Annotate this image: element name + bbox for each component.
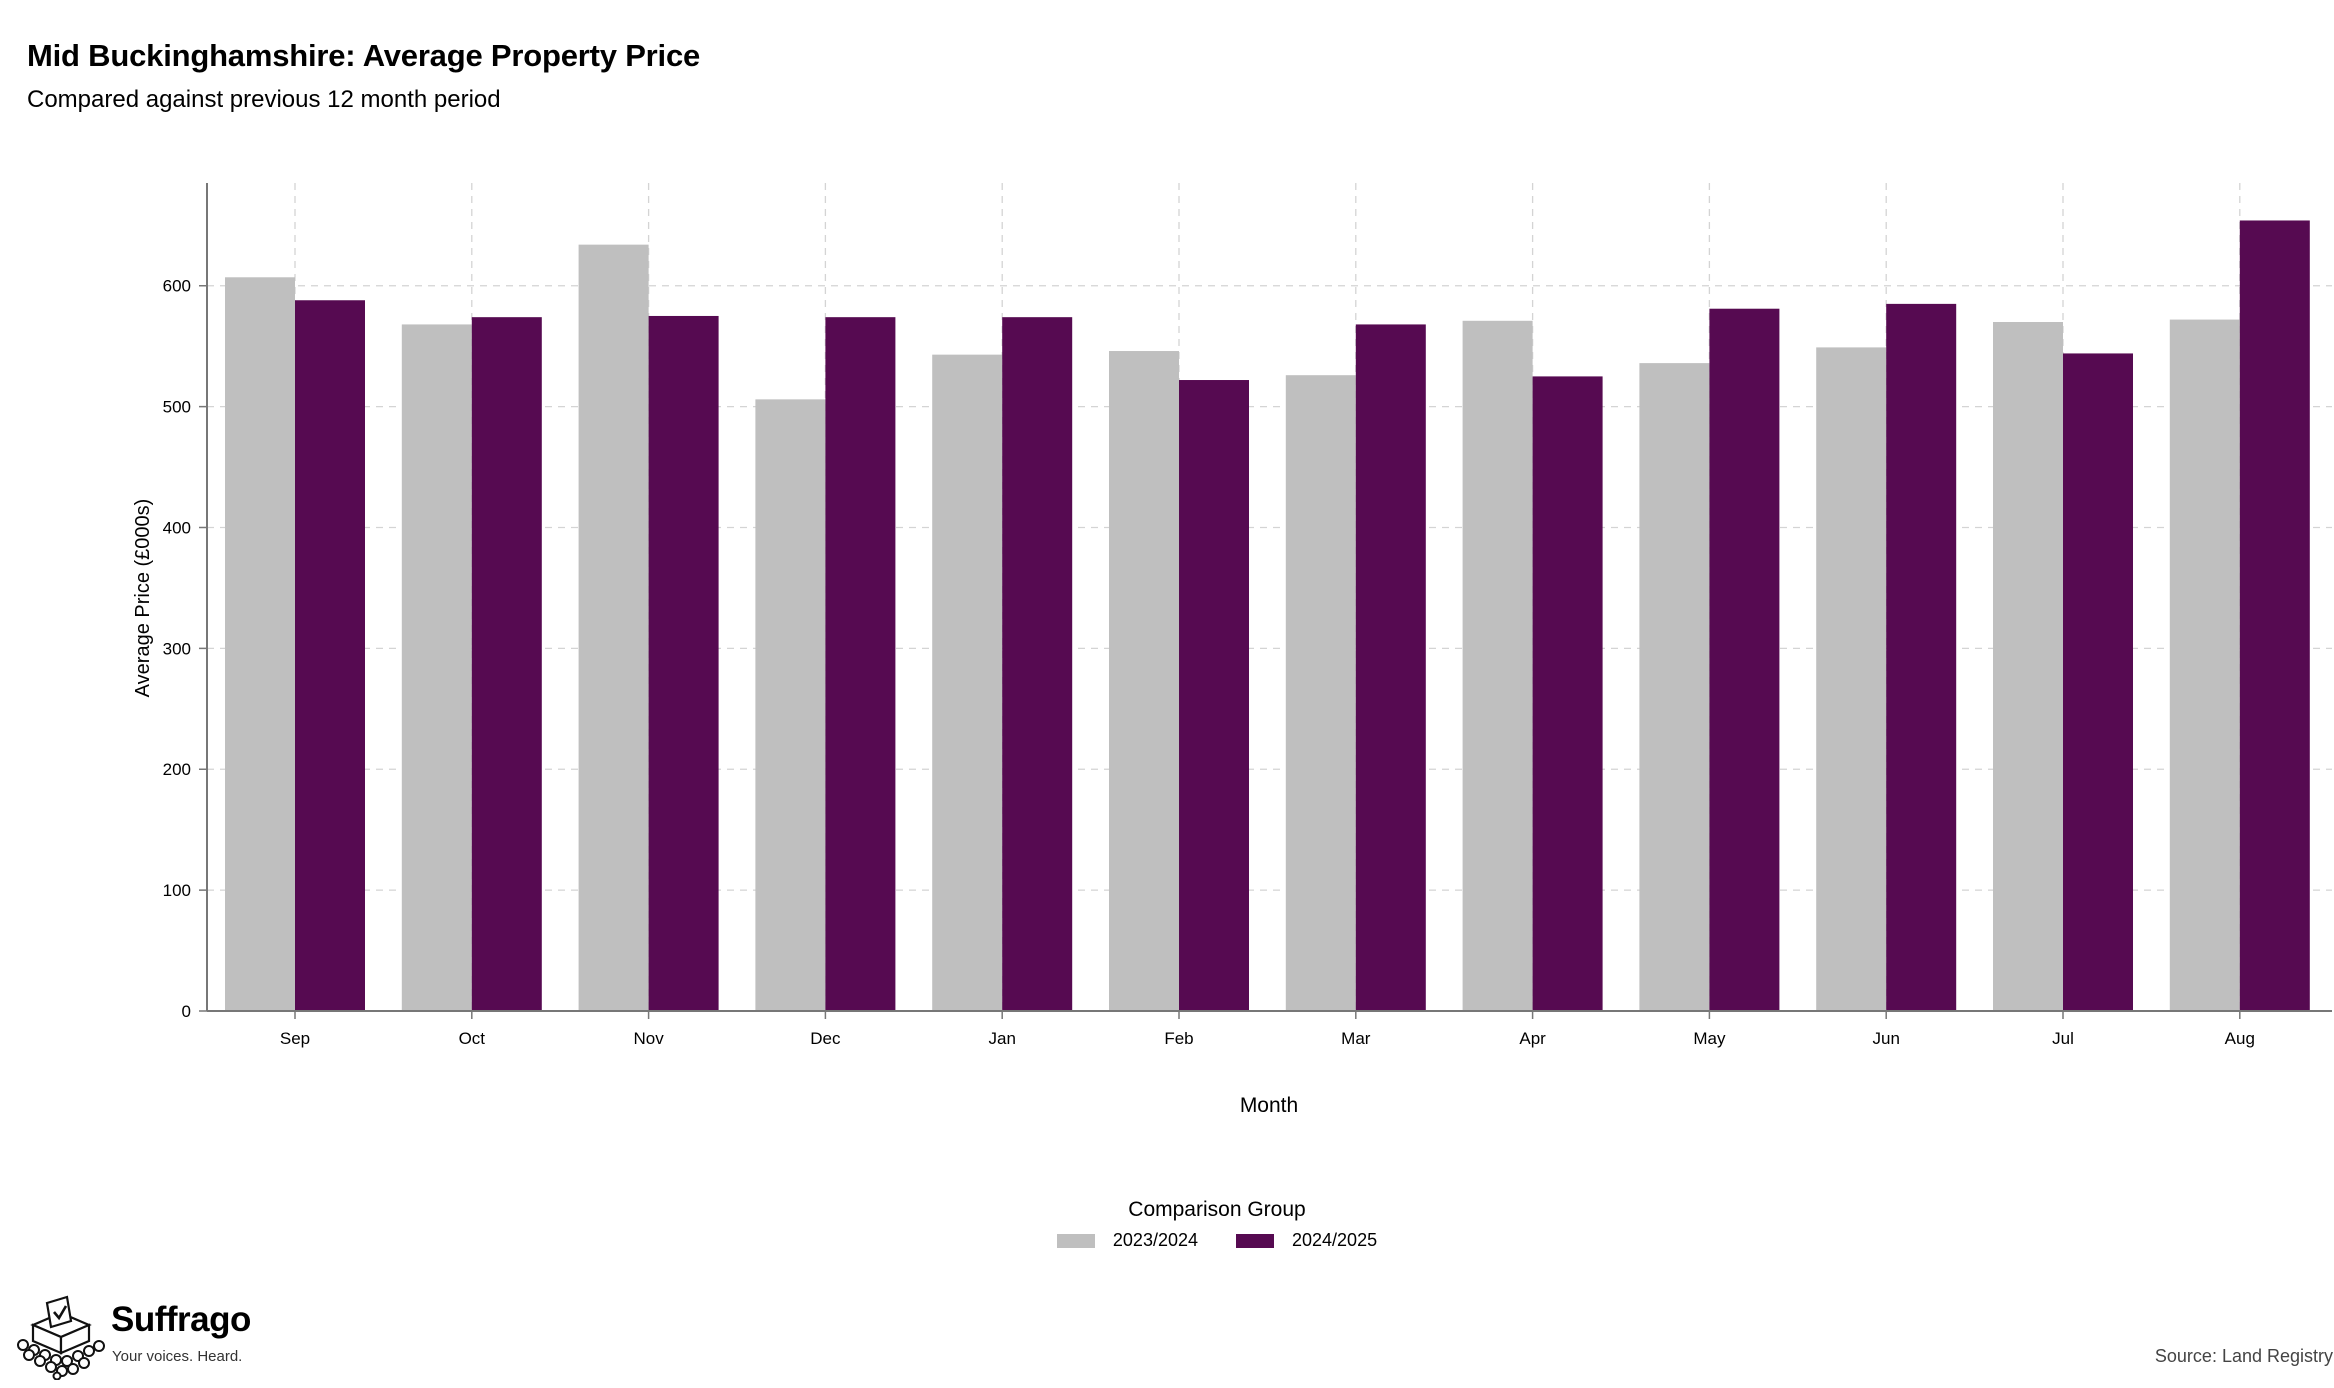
bar-2023-2024-jan xyxy=(932,354,1003,1011)
bar-2024-2025-feb xyxy=(1179,380,1249,1012)
bar-2024-2025-aug xyxy=(2239,220,2310,1011)
axes xyxy=(206,183,2332,1012)
bar-2024-2025-may xyxy=(1709,308,1780,1011)
bar-2023-2024-feb xyxy=(1109,351,1179,1011)
x-tick-label: Feb xyxy=(1164,1029,1193,1048)
x-tick-label: Apr xyxy=(1519,1029,1546,1048)
bar-2024-2025-jul xyxy=(2063,353,2133,1011)
chart-title: Mid Buckinghamshire: Average Property Pr… xyxy=(27,38,701,73)
bar-2023-2024-jun xyxy=(1816,347,1887,1011)
bar-2024-2025-apr xyxy=(1532,376,1603,1011)
y-tick-label: 400 xyxy=(163,518,191,537)
y-tick-label: 500 xyxy=(163,398,191,417)
bar-2024-2025-oct xyxy=(471,317,542,1012)
bar-2023-2024-nov xyxy=(578,244,649,1011)
legend-item-2023-2024: 2023/2024 xyxy=(1056,1230,1198,1251)
bar-2023-2024-jul xyxy=(1993,322,2063,1011)
brand-name: Suffrago xyxy=(111,1300,251,1339)
legend-item-2024-2025: 2024/2025 xyxy=(1236,1230,1377,1251)
bar-2024-2025-mar xyxy=(1355,324,1426,1011)
x-tick-label: Sep xyxy=(280,1029,310,1048)
x-tick-label: Aug xyxy=(2225,1029,2255,1048)
legend-items: 2023/2024 2024/2025 xyxy=(100,1230,2334,1251)
x-tick-label: Nov xyxy=(633,1029,664,1048)
chart-subtitle: Compared against previous 12 month perio… xyxy=(27,86,501,113)
bar-2024-2025-jun xyxy=(1886,303,1957,1011)
ballot-box-icon xyxy=(17,1295,105,1380)
legend-swatch xyxy=(1236,1233,1274,1248)
bar-2023-2024-oct xyxy=(401,324,472,1011)
bar-2023-2024-mar xyxy=(1285,375,1356,1011)
y-tick-label: 600 xyxy=(163,277,191,296)
bar-2023-2024-dec xyxy=(755,399,826,1011)
legend: Comparison Group 2023/2024 2024/2025 xyxy=(0,1198,2334,1251)
x-tick-label: Jun xyxy=(1872,1029,1899,1048)
y-tick-label: 0 xyxy=(182,1002,191,1021)
bar-2024-2025-sep xyxy=(295,300,365,1011)
brand-tagline: Your voices. Heard. xyxy=(112,1348,243,1365)
x-tick-label: Jul xyxy=(2052,1029,2074,1048)
x-tick-label: Mar xyxy=(1341,1029,1371,1048)
x-tick-label: Dec xyxy=(810,1029,841,1048)
legend-swatch xyxy=(1056,1233,1095,1248)
tick-labels: 0 100 200 300 400 500 600 Sep Oct Nov Dec Jan Feb Mar… xyxy=(163,277,2255,1048)
bars xyxy=(225,220,2310,1012)
bar-2023-2024-may xyxy=(1639,363,1710,1011)
bar-2024-2025-nov xyxy=(648,315,719,1011)
x-tick-label: Oct xyxy=(459,1029,486,1048)
bar-2023-2024-apr xyxy=(1462,320,1533,1011)
y-tick-label: 300 xyxy=(163,639,191,658)
x-tick-label: Jan xyxy=(988,1029,1015,1048)
x-tick-label: May xyxy=(1693,1029,1726,1048)
legend-label: 2024/2025 xyxy=(1292,1230,1378,1250)
bar-2023-2024-sep xyxy=(225,277,295,1011)
bar-chart: 0 100 200 300 400 500 600 Sep Oct Nov Dec Jan Feb Mar… xyxy=(132,183,2332,1117)
source-note: Source: Land Registry xyxy=(2154,1346,2333,1366)
y-tick-label: 100 xyxy=(163,881,191,900)
y-tick-label: 200 xyxy=(163,760,191,779)
bar-2024-2025-dec xyxy=(825,317,896,1012)
bar-2024-2025-jan xyxy=(1002,317,1073,1012)
y-axis-title: Average Price (£000s) xyxy=(132,499,154,698)
legend-title: Comparison Group xyxy=(1128,1198,1306,1221)
x-axis-title: Month xyxy=(1240,1094,1298,1117)
legend-label: 2023/2024 xyxy=(1112,1230,1198,1250)
bar-2023-2024-aug xyxy=(2169,319,2240,1011)
